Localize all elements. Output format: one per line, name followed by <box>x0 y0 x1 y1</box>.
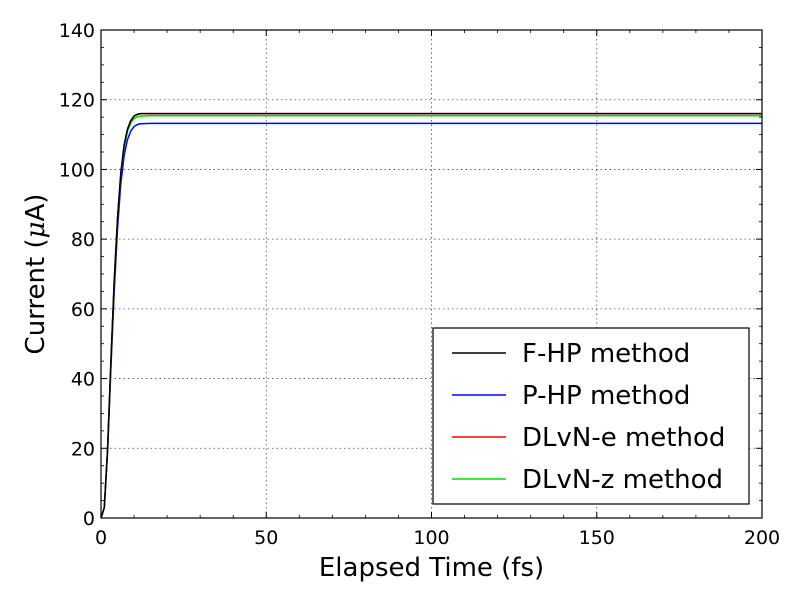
y-tick-label: 20 <box>71 438 95 460</box>
plot-frame <box>100 29 763 519</box>
x-tick-label: 100 <box>413 527 449 549</box>
y-tick-label: 80 <box>71 229 95 251</box>
x-tick-label: 200 <box>744 527 780 549</box>
y-tick-label: 100 <box>59 159 95 181</box>
legend-label-3: DLvN-z method <box>522 465 723 495</box>
legend-box <box>432 327 750 505</box>
x-axis-title: Elapsed Time (fs) <box>319 553 544 583</box>
y-tick-label: 0 <box>83 508 95 530</box>
legend-label-0: F-HP method <box>522 339 690 369</box>
y-axis-title-suffix: A) <box>21 194 51 222</box>
y-tick-label: 40 <box>71 369 95 391</box>
legend: F-HP method P-HP method DLvN-e method DLvN-… <box>432 327 750 505</box>
grid <box>101 30 762 518</box>
x-tick-label: 0 <box>95 527 107 549</box>
x-tick-label: 50 <box>254 527 278 549</box>
tick-labels: 0 50 100 150 200 0 20 40 60 80 100 120 140 <box>59 20 780 549</box>
x-tick-label: 150 <box>579 527 615 549</box>
y-axis-title-prefix: Current ( <box>21 238 51 354</box>
legend-label-2: DLvN-e method <box>522 423 725 453</box>
y-tick-label: 140 <box>59 20 95 42</box>
y-axis-title-mu: μ <box>21 221 51 238</box>
legend-label-1: P-HP method <box>522 381 690 411</box>
series-layer <box>101 112 762 518</box>
y-tick-label: 60 <box>71 299 95 321</box>
series-line-0 <box>101 112 762 518</box>
y-axis-title: Current (μA) <box>21 194 51 355</box>
y-tick-label: 120 <box>59 90 95 112</box>
